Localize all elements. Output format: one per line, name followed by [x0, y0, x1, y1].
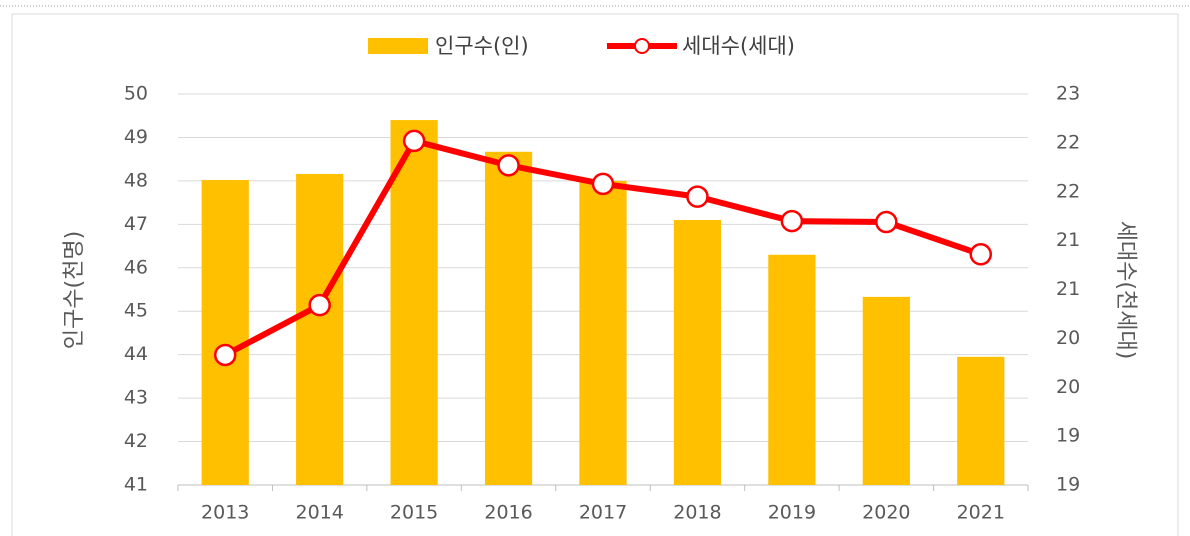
- marker: [875, 210, 898, 234]
- y2-tick-label: 19: [1056, 474, 1080, 496]
- y2-axis-label: 세대수(천세대): [1113, 221, 1138, 360]
- x-tick-label: 2013: [201, 502, 249, 524]
- y2-tick-label: 23: [1056, 83, 1080, 105]
- x-tick-label: 2020: [862, 502, 910, 524]
- bar: [201, 180, 249, 485]
- y-tick-label: 48: [124, 169, 148, 191]
- chart-frame: [11, 13, 1179, 536]
- y-tick-label: 46: [124, 256, 148, 278]
- y2-tick-label: 20: [1056, 376, 1080, 398]
- legend-swatch: [368, 38, 428, 54]
- bar: [390, 120, 438, 486]
- y-tick-label: 49: [124, 126, 148, 148]
- legend-label: 인구수(인): [435, 34, 529, 58]
- bar: [484, 151, 533, 485]
- bar: [957, 356, 1005, 485]
- y-tick-label: 41: [124, 474, 148, 496]
- y2-tick-label: 21: [1056, 278, 1080, 300]
- bar: [768, 254, 816, 485]
- x-tick-label: 2014: [295, 502, 343, 524]
- marker: [686, 185, 709, 208]
- y-tick-label: 43: [124, 387, 148, 409]
- y-tick-label: 50: [124, 83, 148, 105]
- marker: [402, 129, 426, 153]
- marker: [780, 209, 804, 233]
- bar: [296, 173, 344, 485]
- marker: [969, 243, 993, 266]
- x-tick-label: 2016: [484, 502, 532, 524]
- y2-tick-label: 19: [1056, 425, 1080, 447]
- x-tick-label: 2017: [579, 502, 627, 524]
- y-tick-label: 47: [124, 213, 148, 235]
- y-tick-label: 44: [124, 343, 148, 365]
- bar: [579, 180, 627, 485]
- x-tick-label: 2018: [673, 502, 721, 524]
- marker: [497, 154, 520, 177]
- y-tick-label: 42: [124, 430, 148, 452]
- y2-tick-label: 22: [1056, 131, 1080, 153]
- x-tick-label: 2021: [957, 502, 1005, 524]
- legend-marker: [634, 38, 650, 54]
- legend-label: 세대수(세대): [682, 34, 795, 58]
- marker: [308, 293, 331, 317]
- bar: [673, 219, 722, 485]
- y2-tick-label: 20: [1056, 327, 1080, 349]
- y-axis-label: 인구수(천명): [62, 231, 87, 349]
- y2-tick-label: 22: [1056, 180, 1080, 202]
- marker: [213, 343, 237, 367]
- y2-tick-label: 21: [1056, 229, 1080, 251]
- x-tick-label: 2015: [390, 502, 438, 524]
- marker: [591, 172, 615, 196]
- y-tick-label: 45: [124, 300, 148, 322]
- x-tick-label: 2019: [768, 502, 816, 524]
- bar: [862, 296, 910, 485]
